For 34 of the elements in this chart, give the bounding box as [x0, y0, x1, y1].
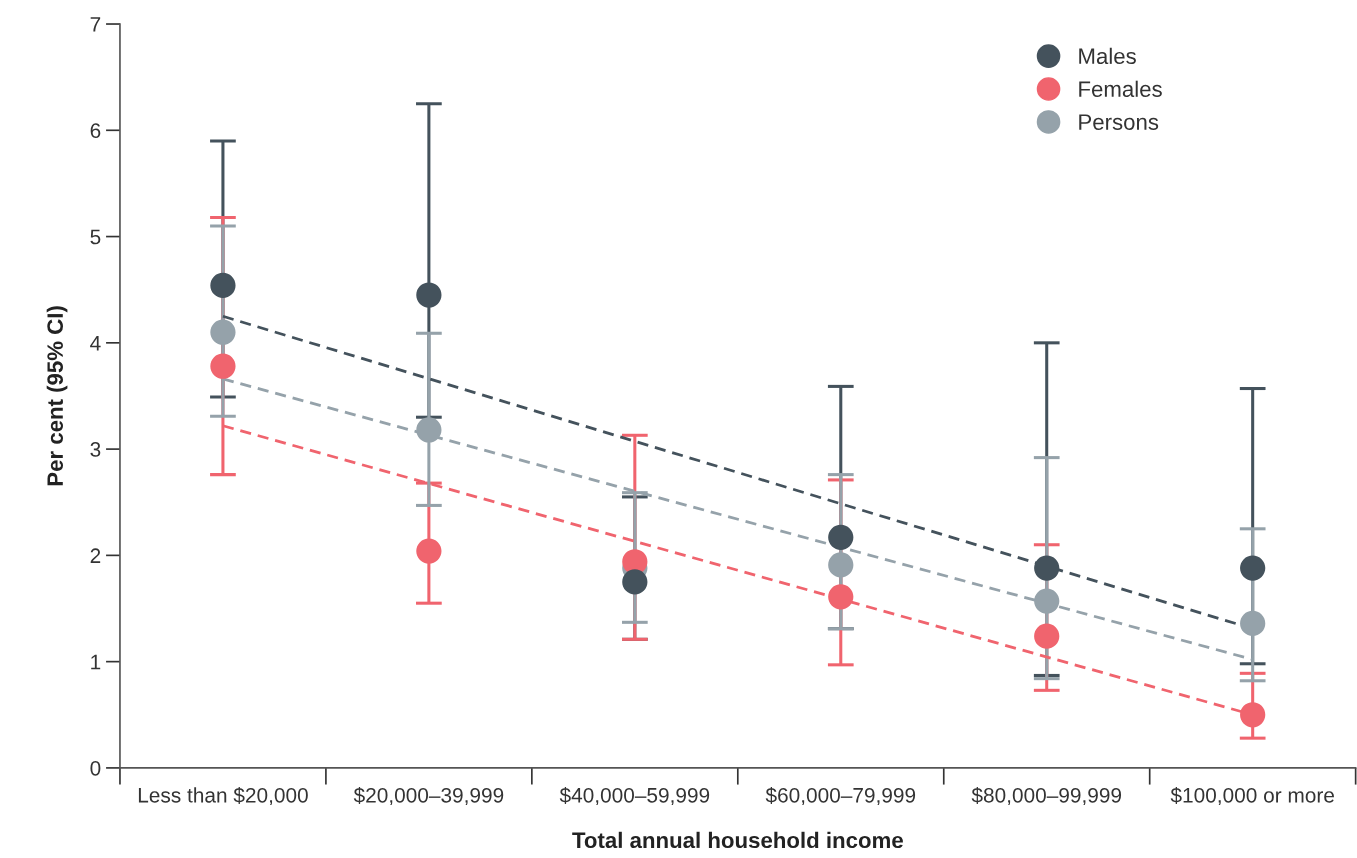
x-axis-title: Total annual household income — [572, 831, 903, 849]
point — [210, 272, 236, 299]
point — [416, 538, 442, 564]
legend-label: Females — [1079, 80, 1162, 97]
point — [1034, 623, 1060, 649]
y-tick-label: 7 — [90, 17, 101, 32]
point — [1240, 610, 1266, 636]
point — [210, 319, 236, 345]
point — [1034, 555, 1060, 581]
legend-label: Males — [1079, 47, 1136, 65]
point — [210, 353, 236, 379]
x-tick-label: $80,000–99,999 — [971, 787, 1122, 806]
point — [1240, 702, 1266, 728]
y-tick-label: 4 — [90, 336, 101, 351]
x-tick-label: $60,000–79,999 — [765, 787, 916, 806]
point — [828, 524, 854, 550]
x-tick-label: $20,000–39,999 — [353, 787, 504, 806]
legend-label: Persons — [1079, 114, 1159, 130]
y-tick-label: 3 — [90, 442, 101, 457]
y-tick-label: 0 — [90, 760, 101, 776]
point — [828, 584, 854, 610]
y-tick-label: 5 — [90, 229, 101, 245]
y-tick-label: 1 — [91, 654, 101, 670]
point — [416, 417, 442, 443]
y-axis-title: Per cent (95% CI) — [46, 306, 68, 486]
y-tick-label: 2 — [90, 548, 101, 563]
y-tick-label: 6 — [90, 123, 101, 139]
point — [416, 282, 442, 308]
point — [1034, 588, 1060, 614]
point — [828, 552, 854, 578]
x-tick-label: $40,000–59,999 — [559, 787, 710, 806]
point — [1240, 555, 1266, 581]
x-tick-label: Less than $20,000 — [138, 787, 308, 806]
x-tick-label: $100,000 or more — [1170, 787, 1334, 806]
